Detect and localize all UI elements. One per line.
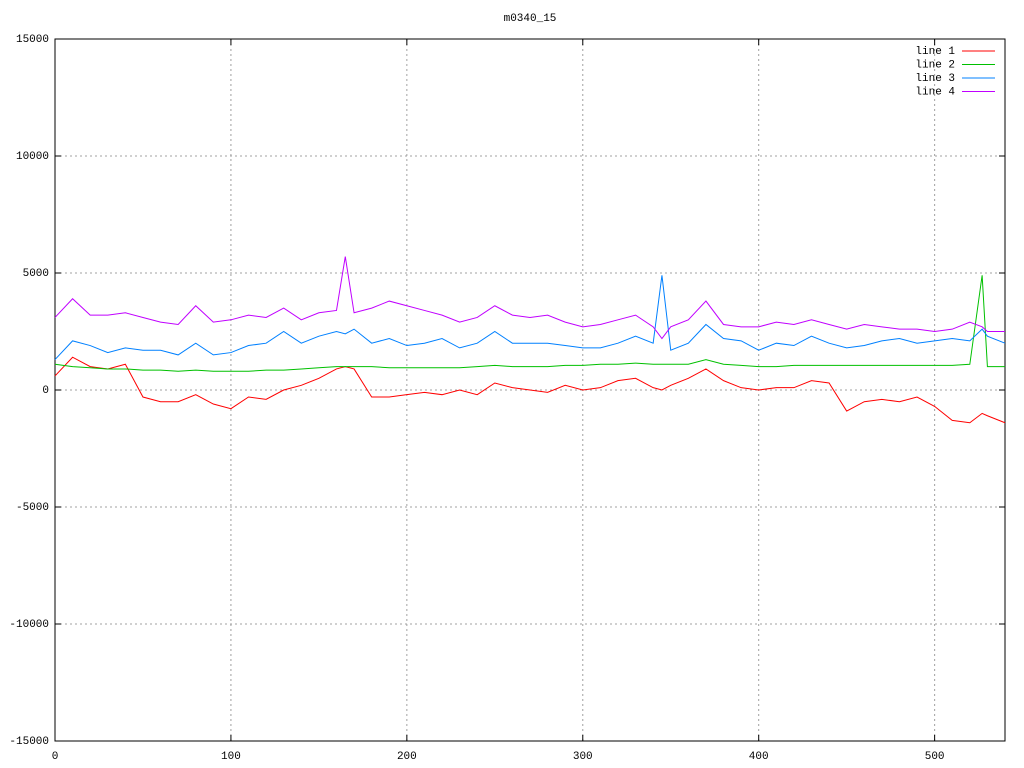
plot-border — [54, 38, 1006, 742]
legend-label: line 3 — [915, 73, 955, 85]
legend-label: line 4 — [915, 86, 955, 98]
x-tick-label: 300 — [573, 751, 593, 763]
y-tick-label: -15000 — [9, 736, 49, 748]
series-line — [54, 356, 1006, 424]
y-tick-label: -5000 — [16, 502, 49, 514]
series-line — [54, 275, 1006, 360]
y-tick-label: -10000 — [9, 619, 49, 631]
x-tick-label: 100 — [221, 751, 241, 763]
series-line — [54, 256, 1005, 340]
chart-title: m0340_15 — [504, 13, 557, 25]
x-tick-label: 200 — [397, 751, 417, 763]
x-tick-label: 0 — [52, 751, 59, 763]
legend-label: line 1 — [915, 46, 955, 58]
y-tick-label: 0 — [42, 385, 49, 397]
x-tick-label: 500 — [925, 751, 945, 763]
legend-label: line 2 — [915, 59, 955, 71]
y-tick-label: 10000 — [16, 151, 49, 163]
y-tick-label: 15000 — [16, 34, 49, 46]
series-line — [54, 275, 1005, 372]
y-tick-label: 5000 — [23, 268, 49, 280]
x-tick-label: 400 — [749, 751, 769, 763]
